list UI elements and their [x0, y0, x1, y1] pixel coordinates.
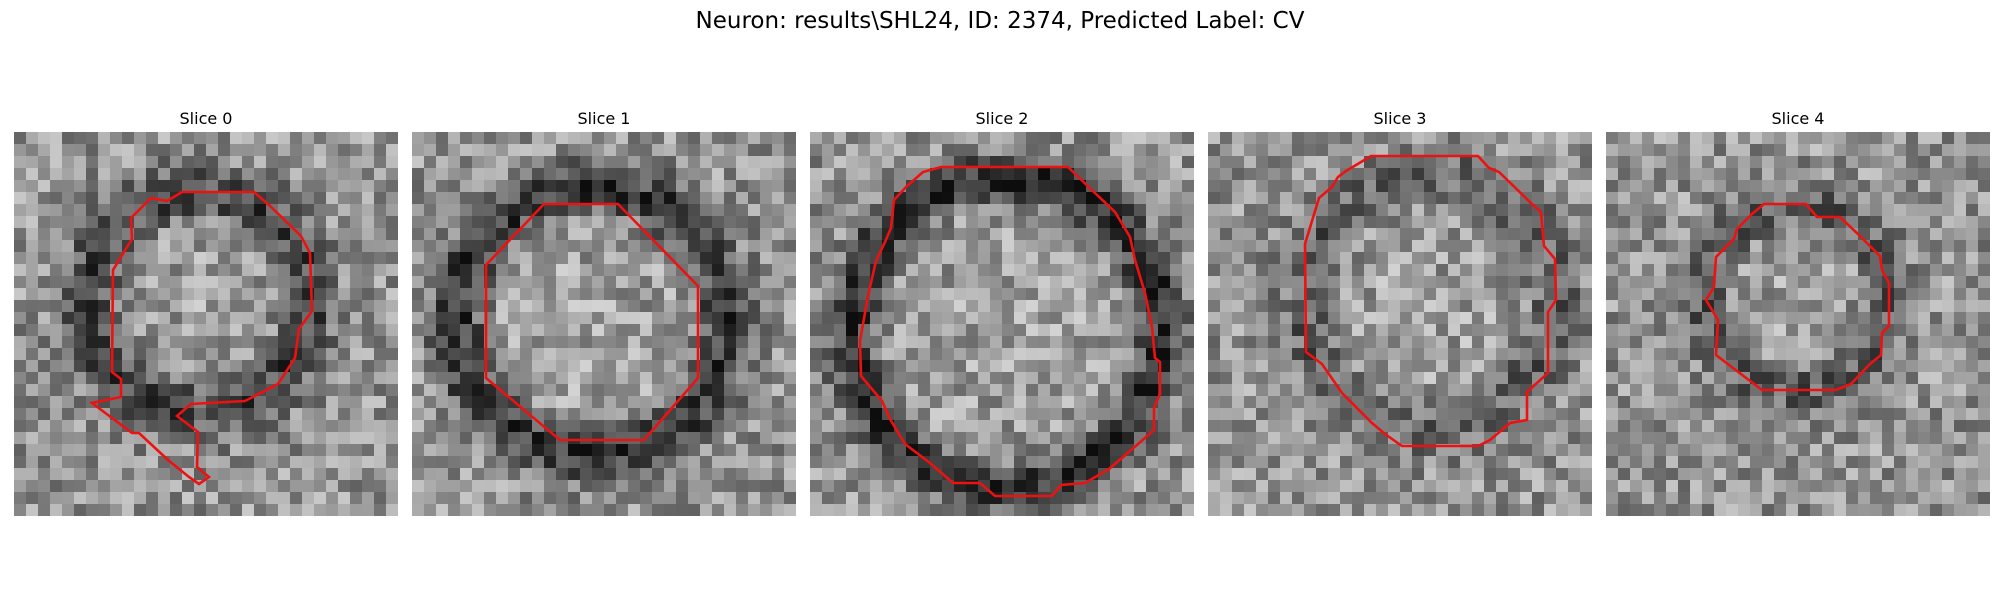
slice-title-3: Slice 3	[1373, 109, 1427, 128]
grayscale-patch-1	[412, 132, 796, 516]
slice-title-1: Slice 1	[577, 109, 631, 128]
figure-title: Neuron: results\SHL24, ID: 2374, Predict…	[695, 8, 1305, 34]
slice-title-0: Slice 0	[179, 109, 233, 128]
slice-image-2	[810, 132, 1194, 516]
grayscale-patch-4	[1606, 132, 1990, 516]
slice-image-4	[1606, 132, 1990, 516]
slice-image-0	[14, 132, 398, 516]
slice-panel-0: Slice 0	[14, 108, 398, 516]
slice-panel-4: Slice 4	[1606, 108, 1990, 516]
contour-4	[1704, 202, 1891, 392]
grayscale-patch-3	[1208, 132, 1592, 516]
contour-1	[484, 202, 700, 442]
slice-panel-3: Slice 3	[1208, 108, 1592, 516]
slice-panel-1: Slice 1	[412, 108, 796, 516]
contour-0	[88, 190, 314, 486]
slice-title-2: Slice 2	[975, 109, 1029, 128]
grayscale-patch-0	[14, 132, 398, 516]
contour-2	[858, 165, 1162, 498]
slice-image-1	[412, 132, 796, 516]
contour-3	[1303, 154, 1558, 448]
grayscale-patch-2	[810, 132, 1194, 516]
slice-panel-2: Slice 2	[810, 108, 1194, 516]
slice-image-3	[1208, 132, 1592, 516]
slice-title-4: Slice 4	[1771, 109, 1825, 128]
